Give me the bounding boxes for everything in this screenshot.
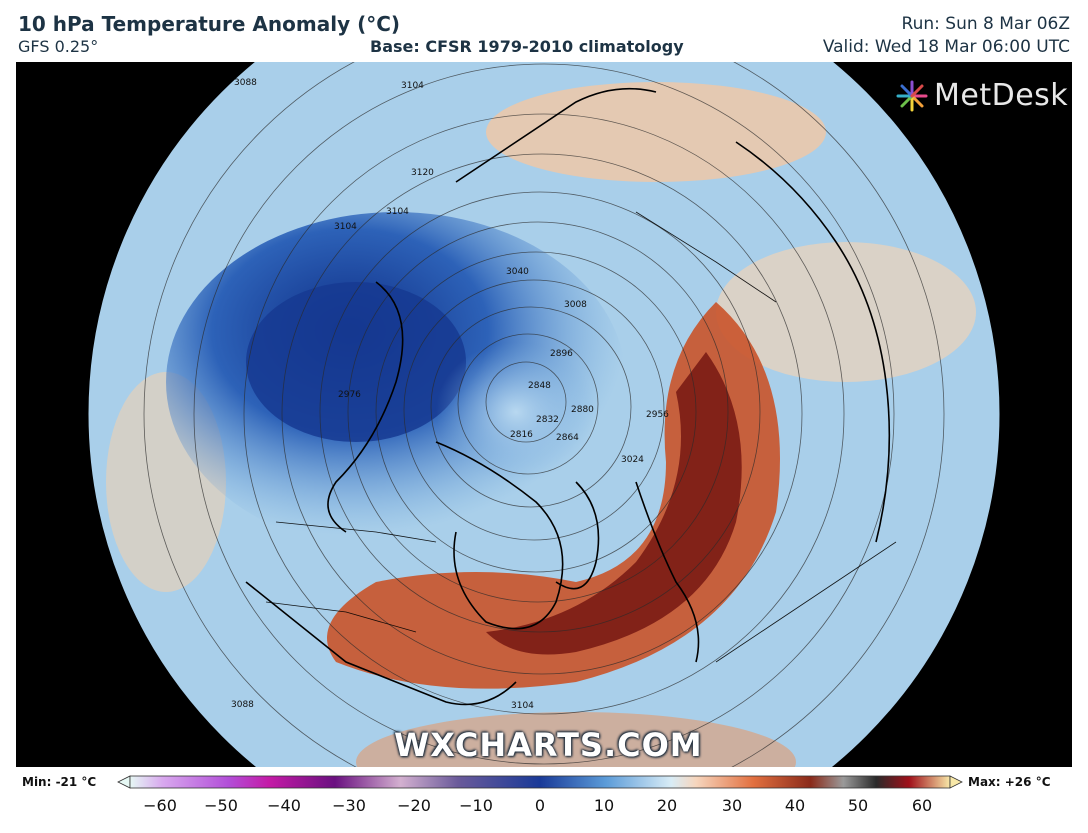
map-panel: 3088 3104 3120 3104 3104 3040 3008 2976 … bbox=[16, 62, 1072, 767]
wxcharts-watermark: WXCHARTS.COM bbox=[394, 726, 703, 764]
colorbar-tick: 50 bbox=[847, 796, 869, 815]
contour-label: 3104 bbox=[386, 207, 409, 217]
colorbar bbox=[0, 767, 1088, 833]
chart-title: 10 hPa Temperature Anomaly (°C) bbox=[18, 12, 401, 36]
contour-label: 2896 bbox=[550, 349, 573, 359]
run-label: Run: Sun 8 Mar 06Z bbox=[901, 14, 1070, 34]
contour-label: 3008 bbox=[564, 300, 587, 310]
contour-label: 3120 bbox=[411, 168, 434, 178]
base-label: Base: CFSR 1979-2010 climatology bbox=[370, 37, 684, 56]
colorbar-tick: −30 bbox=[332, 796, 366, 815]
colorbar-tick: 0 bbox=[534, 796, 546, 815]
contour-label: 2956 bbox=[646, 410, 669, 420]
metdesk-logo-text: MetDesk bbox=[934, 78, 1069, 113]
chart-header: 10 hPa Temperature Anomaly (°C) GFS 0.25… bbox=[0, 0, 1088, 62]
colorbar-gradient bbox=[117, 775, 963, 789]
colorbar-tick: 40 bbox=[784, 796, 806, 815]
contour-label: 3104 bbox=[401, 81, 424, 91]
colorbar-max-label: Max: +26 °C bbox=[968, 775, 1051, 789]
metdesk-logo-icon bbox=[896, 80, 928, 112]
colorbar-tick: 20 bbox=[656, 796, 678, 815]
contour-label: 3040 bbox=[506, 267, 529, 277]
contour-label: 2976 bbox=[338, 390, 361, 400]
contour-label: 3088 bbox=[234, 78, 257, 88]
metdesk-logo bbox=[892, 74, 1064, 118]
colorbar-tick: −50 bbox=[204, 796, 238, 815]
colorbar-tick: −60 bbox=[143, 796, 177, 815]
colorbar-tick: 60 bbox=[911, 796, 933, 815]
contour-label: 2880 bbox=[571, 405, 594, 415]
colorbar-tick: −10 bbox=[459, 796, 493, 815]
colorbar-tick: −20 bbox=[397, 796, 431, 815]
colorbar-tick: 30 bbox=[721, 796, 743, 815]
colorbar-tick: −40 bbox=[267, 796, 301, 815]
contour-label: 2832 bbox=[536, 415, 559, 425]
contour-label: 3024 bbox=[621, 455, 644, 465]
contour-label: 2864 bbox=[556, 433, 579, 443]
contour-label: 3104 bbox=[334, 222, 357, 232]
model-label: GFS 0.25° bbox=[18, 37, 99, 56]
colorbar-min-label: Min: -21 °C bbox=[22, 775, 97, 789]
contour-label: 2816 bbox=[510, 430, 533, 440]
colorbar-tick: 10 bbox=[593, 796, 615, 815]
valid-label: Valid: Wed 18 Mar 06:00 UTC bbox=[822, 37, 1070, 57]
contour-label: 3104 bbox=[511, 701, 534, 711]
polar-map: 3088 3104 3120 3104 3104 3040 3008 2976 … bbox=[87, 62, 1001, 767]
contour-label: 3088 bbox=[231, 700, 254, 710]
contour-label: 2848 bbox=[528, 381, 551, 391]
